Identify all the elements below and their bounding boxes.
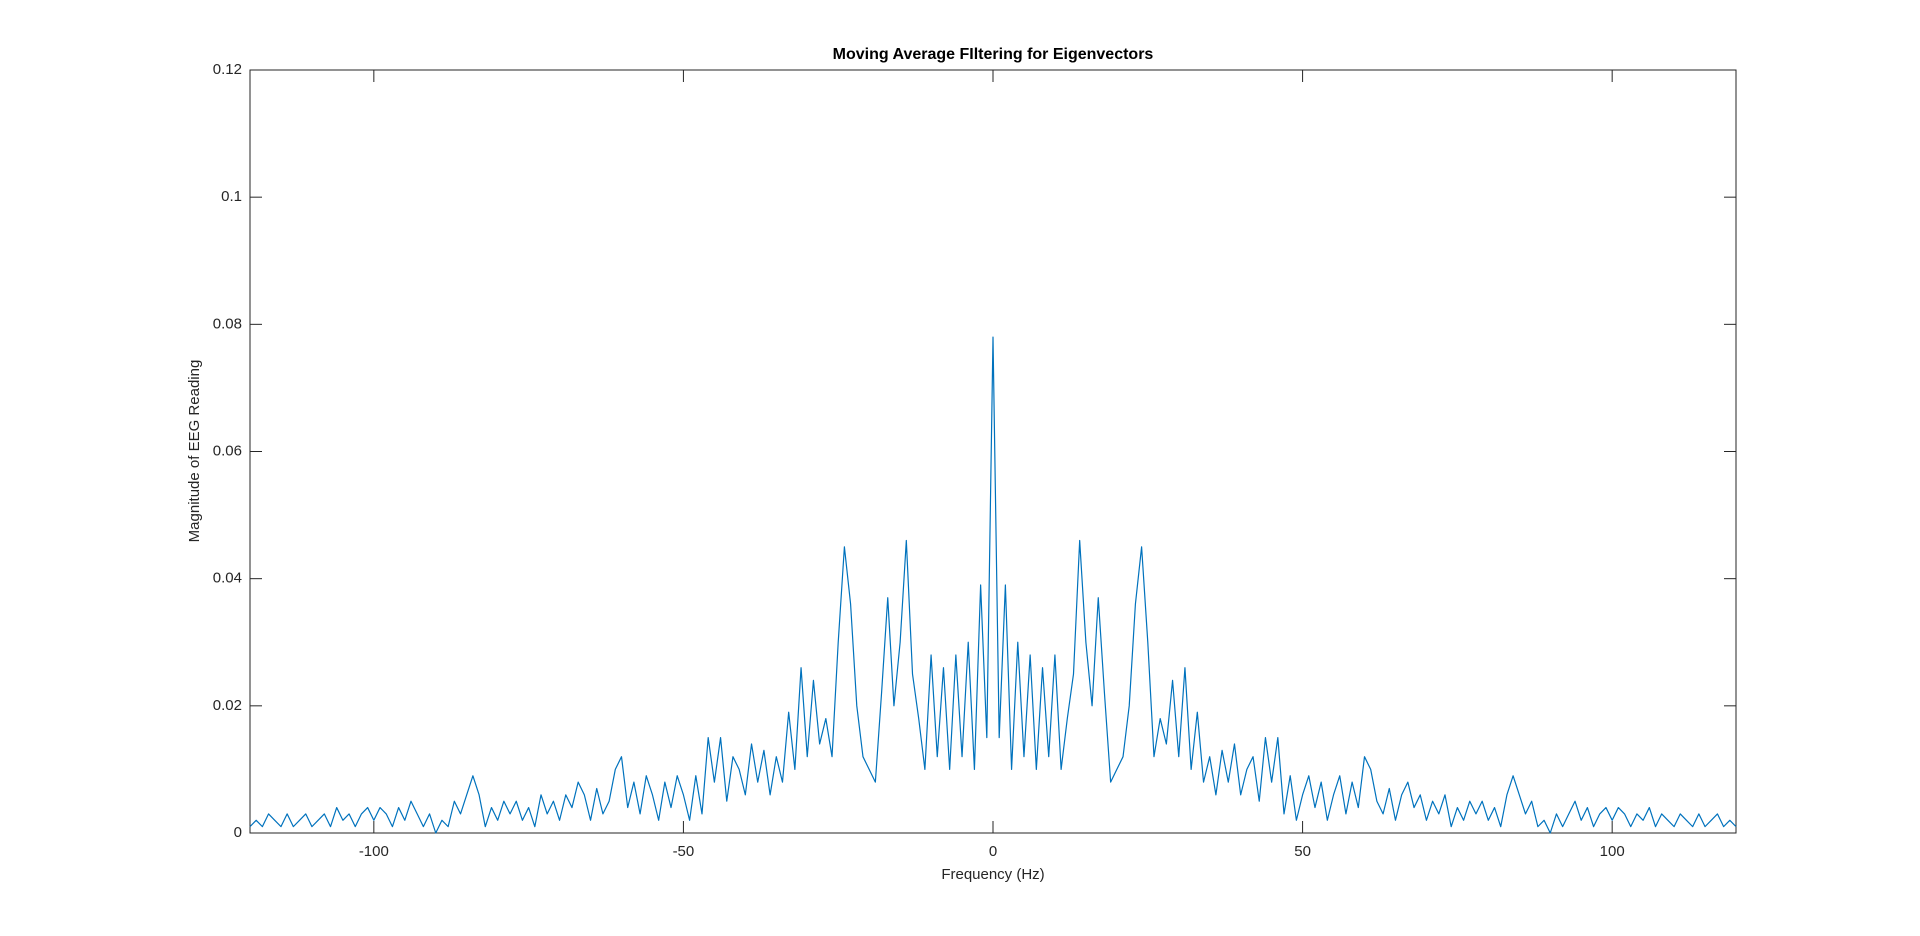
y-tick-label: 0.12: [213, 61, 242, 78]
y-tick-label: 0: [234, 824, 242, 841]
x-axis-label: Frequency (Hz): [941, 866, 1044, 883]
x-tick-label: 50: [1294, 843, 1311, 860]
y-tick-label: 0.04: [213, 570, 242, 587]
data-line: [249, 336, 1737, 834]
x-tick-label: 0: [989, 843, 997, 860]
x-tick-label: 100: [1600, 843, 1625, 860]
plot-area: [249, 69, 1737, 834]
x-tick-label: -50: [673, 843, 695, 860]
y-axis-label: Magnitude of EEG Reading: [186, 360, 203, 543]
y-tick-label: 0.08: [213, 315, 242, 332]
y-tick-label: 0.1: [221, 188, 242, 205]
x-tick-label: -100: [359, 843, 389, 860]
chart-title: Moving Average FIltering for Eigenvector…: [833, 46, 1154, 63]
y-tick-label: 0.02: [213, 697, 242, 714]
y-tick-label: 0.06: [213, 442, 242, 459]
